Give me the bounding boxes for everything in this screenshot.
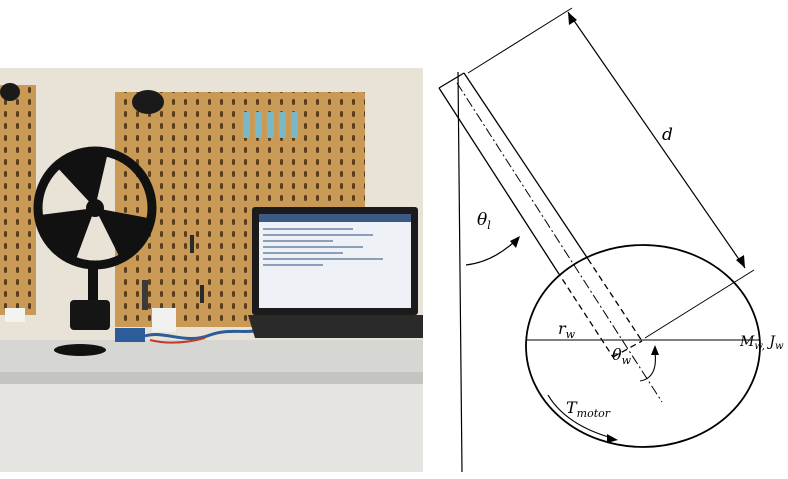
stand-clamp [70, 300, 110, 330]
label-theta-l: θl [477, 210, 491, 232]
stand-base [54, 344, 106, 356]
pegboard-left [0, 85, 36, 315]
white-block [152, 308, 176, 332]
label-r-w: rw [558, 319, 576, 341]
pendulum-rod-top [438, 72, 465, 89]
white-block [5, 308, 25, 322]
torque-arc [547, 394, 613, 439]
label-mass-inertia: Mw, Jw [739, 334, 784, 352]
d-arrowhead-top [568, 12, 577, 25]
pendulum-rod-hidden [587, 258, 643, 342]
pendulum-rod-edge [438, 87, 558, 272]
torque-arrowhead [607, 434, 618, 443]
theta-l-arrowhead [510, 236, 520, 248]
board-hook [200, 285, 204, 303]
cable [149, 337, 206, 344]
laptop [248, 207, 423, 338]
desk-edge [0, 372, 423, 384]
theta-w-arc [639, 351, 656, 382]
d-arrowhead-bottom [736, 255, 745, 268]
vertical-reference-line [457, 71, 463, 473]
label-theta-w: θw [612, 345, 632, 367]
theta-w-arrowhead [651, 345, 659, 355]
pendulum-rod-hidden [612, 340, 643, 358]
pendulum-centerline [456, 82, 663, 403]
theta-l-arc [465, 241, 515, 266]
blue-clips [243, 112, 298, 138]
label-d: d [662, 125, 673, 145]
board-hook [142, 280, 148, 310]
under-desk [0, 384, 423, 472]
cable [144, 328, 263, 340]
d-dimension-line [567, 11, 746, 269]
d-extension-line [644, 269, 755, 339]
label-torque-motor: Tmotor [566, 398, 611, 420]
pegboard-hook-left [0, 83, 20, 101]
pendulum-stand [88, 262, 98, 302]
board-hook [190, 235, 194, 253]
wheel-circle [525, 244, 761, 448]
pegboard-hook-main [132, 90, 164, 114]
d-extension-line [467, 7, 573, 74]
motor-driver [115, 328, 145, 342]
inertia-wheel [33, 146, 157, 270]
pendulum-rod-hidden [556, 270, 614, 358]
pendulum-rod-edge [463, 72, 589, 260]
